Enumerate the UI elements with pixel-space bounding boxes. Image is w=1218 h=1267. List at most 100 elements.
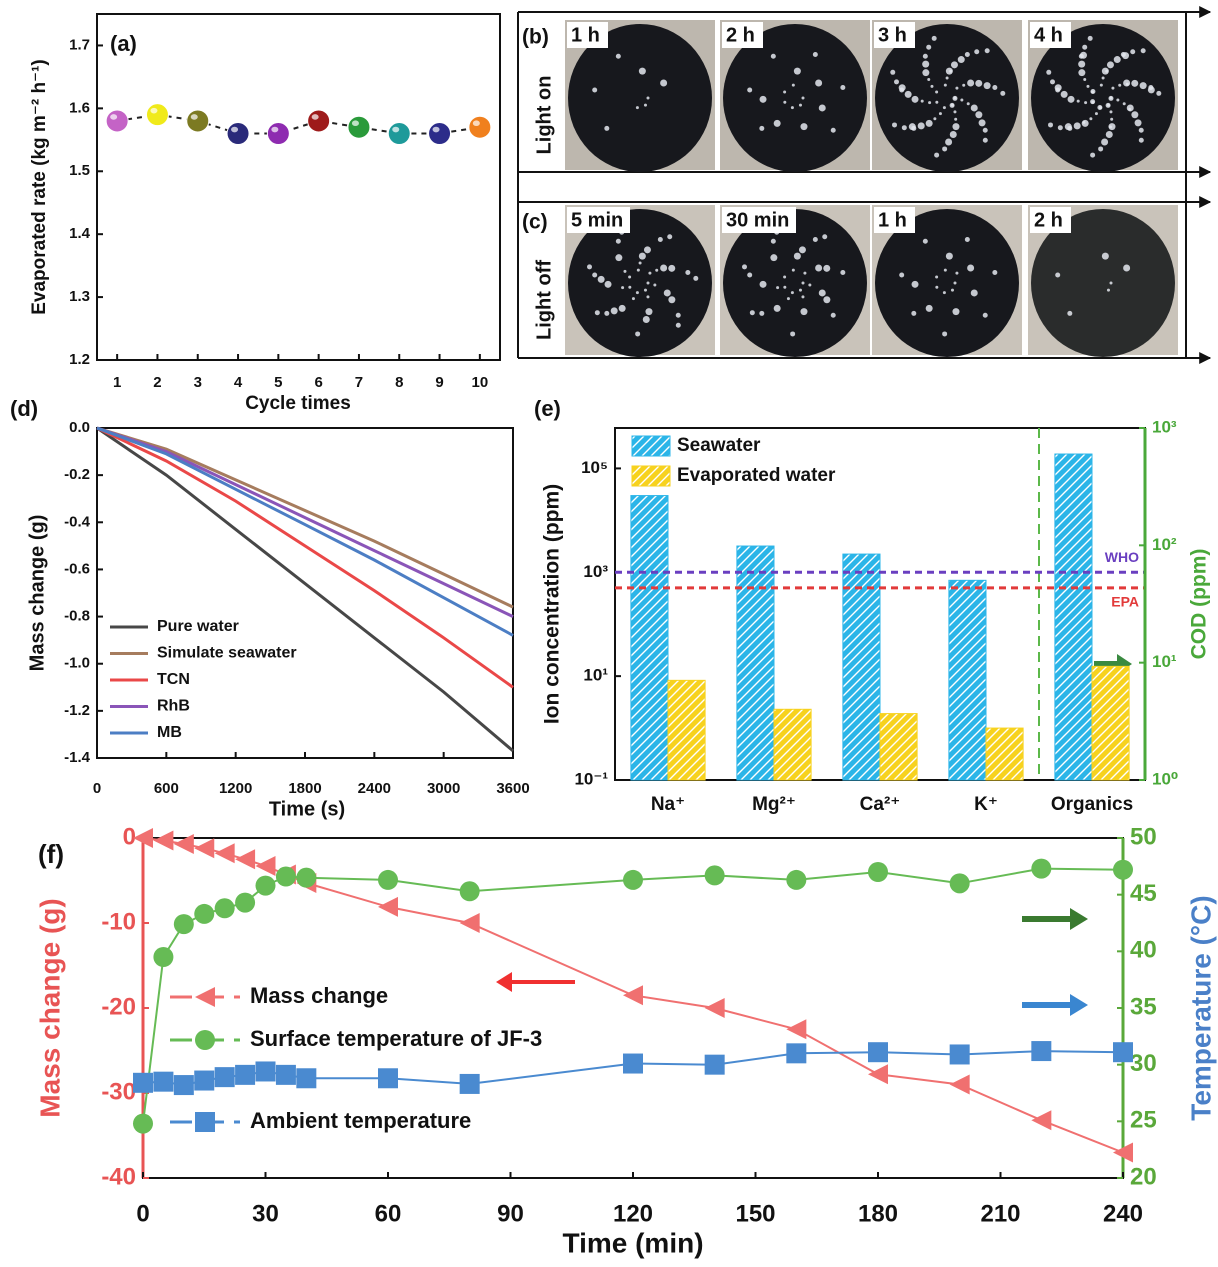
salt-crystal — [760, 96, 767, 103]
y-axis-title: Evaporated rate (kg m⁻² h⁻¹) — [29, 59, 50, 315]
x-tick-label: Mg²⁺ — [752, 794, 796, 815]
figure: 1 h2 h3 h4 h(b)Light on5 min30 min1 h2 h… — [0, 0, 1218, 1262]
legend-marker — [195, 1030, 215, 1050]
marker — [705, 998, 725, 1018]
marker-highlight — [392, 127, 399, 133]
marker — [705, 865, 725, 885]
salt-crystal — [894, 79, 899, 84]
salt-crystal — [934, 153, 939, 158]
time-label: 2 h — [726, 24, 755, 46]
marker — [868, 862, 888, 882]
salt-crystal — [950, 131, 957, 138]
x-tick-label: 600 — [154, 780, 179, 797]
x-tick-label: K⁺ — [974, 794, 998, 815]
bar — [880, 714, 917, 780]
marker — [215, 1067, 235, 1087]
salt-crystal — [1106, 131, 1113, 138]
salt-crystal — [604, 126, 609, 131]
salt-crystal — [1083, 78, 1086, 81]
salt-crystal — [1067, 311, 1072, 316]
y-tick-label: -30 — [101, 1078, 136, 1105]
salt-crystal — [1082, 121, 1085, 124]
marker — [267, 123, 289, 145]
salt-crystal — [645, 308, 652, 315]
time-label: 2 h — [1034, 209, 1063, 231]
y-tick-label: 1.7 — [69, 36, 90, 53]
salt-crystal — [926, 305, 933, 312]
marker — [276, 1065, 296, 1085]
salt-crystal — [928, 101, 931, 104]
marker — [868, 1042, 888, 1062]
marker — [194, 904, 214, 924]
salt-crystal — [643, 316, 650, 323]
salt-crystal — [1123, 264, 1130, 271]
marker-highlight — [150, 108, 157, 114]
x-tick-label: 180 — [858, 1200, 898, 1227]
salt-crystal — [819, 289, 826, 296]
salt-crystal — [742, 264, 747, 269]
marker — [705, 1055, 725, 1075]
salt-crystal — [965, 52, 970, 57]
salt-crystal — [647, 97, 650, 100]
y-tick-label: 1.4 — [69, 225, 91, 242]
marker — [215, 843, 235, 863]
salt-crystal — [647, 282, 650, 285]
marker — [623, 870, 643, 890]
x-tick-label: 0 — [136, 1200, 149, 1227]
salt-crystal — [1126, 83, 1129, 86]
marker — [378, 897, 398, 917]
marker-highlight — [433, 127, 440, 133]
salt-crystal — [840, 85, 845, 90]
salt-crystal — [933, 117, 936, 120]
salt-crystal — [951, 289, 954, 292]
y-tick-label: -1.0 — [64, 655, 90, 672]
salt-crystal — [911, 311, 916, 316]
salt-crystal — [967, 264, 974, 271]
salt-crystal — [965, 237, 970, 242]
salt-crystal — [800, 123, 807, 130]
x-tick-label: 0 — [93, 780, 101, 797]
marker — [256, 856, 276, 876]
salt-crystal — [1105, 70, 1108, 73]
salt-crystal — [1107, 289, 1110, 292]
salt-crystal — [759, 311, 764, 316]
salt-crystal — [831, 128, 836, 133]
marker — [194, 1071, 214, 1091]
bar — [949, 580, 986, 780]
salt-crystal — [1128, 108, 1131, 111]
bar — [774, 709, 811, 780]
salt-crystal — [1089, 117, 1092, 120]
salt-crystal — [813, 52, 818, 57]
salt-crystal — [668, 296, 675, 303]
salt-crystal — [605, 281, 612, 288]
salt-crystal — [946, 253, 953, 260]
salt-crystal — [1088, 36, 1093, 41]
salt-crystal — [1090, 99, 1095, 104]
salt-crystal — [790, 331, 795, 336]
y2-tick-label: 40 — [1130, 937, 1157, 964]
legend-label: Mass change — [250, 983, 388, 1008]
x-tick-label: 5 — [274, 374, 282, 391]
salt-crystal — [962, 84, 965, 87]
marker-highlight — [473, 120, 480, 126]
legend-label: RhB — [157, 698, 190, 715]
salt-crystal — [975, 111, 982, 118]
salt-crystal — [899, 272, 904, 277]
salt-crystal — [823, 296, 830, 303]
salt-crystal — [771, 239, 776, 244]
y-tick-label: -0.6 — [64, 560, 90, 577]
salt-crystal — [1131, 80, 1138, 87]
salt-crystal — [951, 61, 958, 68]
salt-crystal — [1058, 125, 1063, 130]
salt-crystal — [935, 286, 938, 289]
salt-crystal — [783, 101, 786, 104]
salt-crystal — [954, 282, 957, 285]
salt-crystal — [611, 307, 618, 314]
legend-marker — [195, 987, 215, 1007]
salt-crystal — [1082, 45, 1087, 50]
salt-crystal — [1116, 98, 1119, 101]
salt-crystal — [902, 125, 907, 130]
y2-tick-label: 30 — [1130, 1050, 1157, 1077]
y-tick-label: 1.2 — [69, 351, 90, 368]
marker — [378, 870, 398, 890]
